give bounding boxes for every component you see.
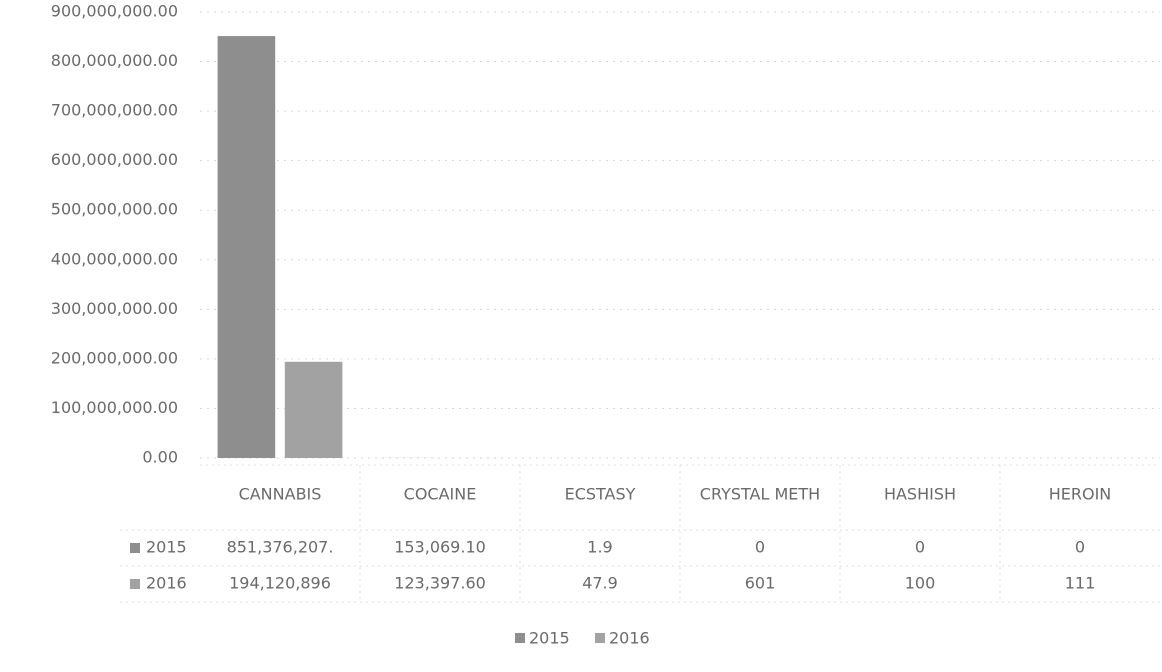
y-tick-label: 800,000,000.00 — [51, 51, 178, 70]
category-label: CRYSTAL METH — [700, 485, 820, 504]
y-tick-label: 700,000,000.00 — [51, 101, 178, 120]
table-cell: 601 — [745, 574, 776, 593]
table-cell: 194,120,896 — [229, 574, 331, 593]
bar — [217, 36, 276, 458]
legend-swatch — [595, 633, 605, 643]
table-cell: 0 — [1075, 538, 1085, 557]
category-label: HEROIN — [1049, 485, 1112, 504]
y-tick-label: 300,000,000.00 — [51, 299, 178, 318]
legend-label: 2015 — [529, 629, 570, 648]
y-tick-label: 200,000,000.00 — [51, 348, 178, 367]
table-cell: 851,376,207. — [227, 538, 334, 557]
row-header: 2015 — [146, 538, 187, 557]
y-tick-label: 600,000,000.00 — [51, 150, 178, 169]
y-tick-label: 900,000,000.00 — [51, 2, 178, 21]
legend-swatch — [130, 543, 140, 553]
legend-swatch — [515, 633, 525, 643]
table-cell: 47.9 — [582, 574, 618, 593]
row-header: 2016 — [146, 574, 187, 593]
table-cell: 0 — [755, 538, 765, 557]
legend-label: 2016 — [609, 629, 650, 648]
table-cell: 111 — [1065, 574, 1096, 593]
y-tick-label: 500,000,000.00 — [51, 200, 178, 219]
table-cell: 123,397.60 — [394, 574, 486, 593]
table-cell: 0 — [915, 538, 925, 557]
category-label: CANNABIS — [239, 485, 322, 504]
y-tick-label: 0.00 — [142, 448, 178, 467]
y-tick-label: 100,000,000.00 — [51, 398, 178, 417]
category-label: HASHISH — [884, 485, 956, 504]
table-cell: 153,069.10 — [394, 538, 486, 557]
table-cell: 100 — [905, 574, 936, 593]
legend-swatch — [130, 579, 140, 589]
y-tick-label: 400,000,000.00 — [51, 249, 178, 268]
bar — [284, 361, 343, 458]
category-label: COCAINE — [404, 485, 477, 504]
table-cell: 1.9 — [587, 538, 612, 557]
category-label: ECSTASY — [565, 485, 636, 504]
